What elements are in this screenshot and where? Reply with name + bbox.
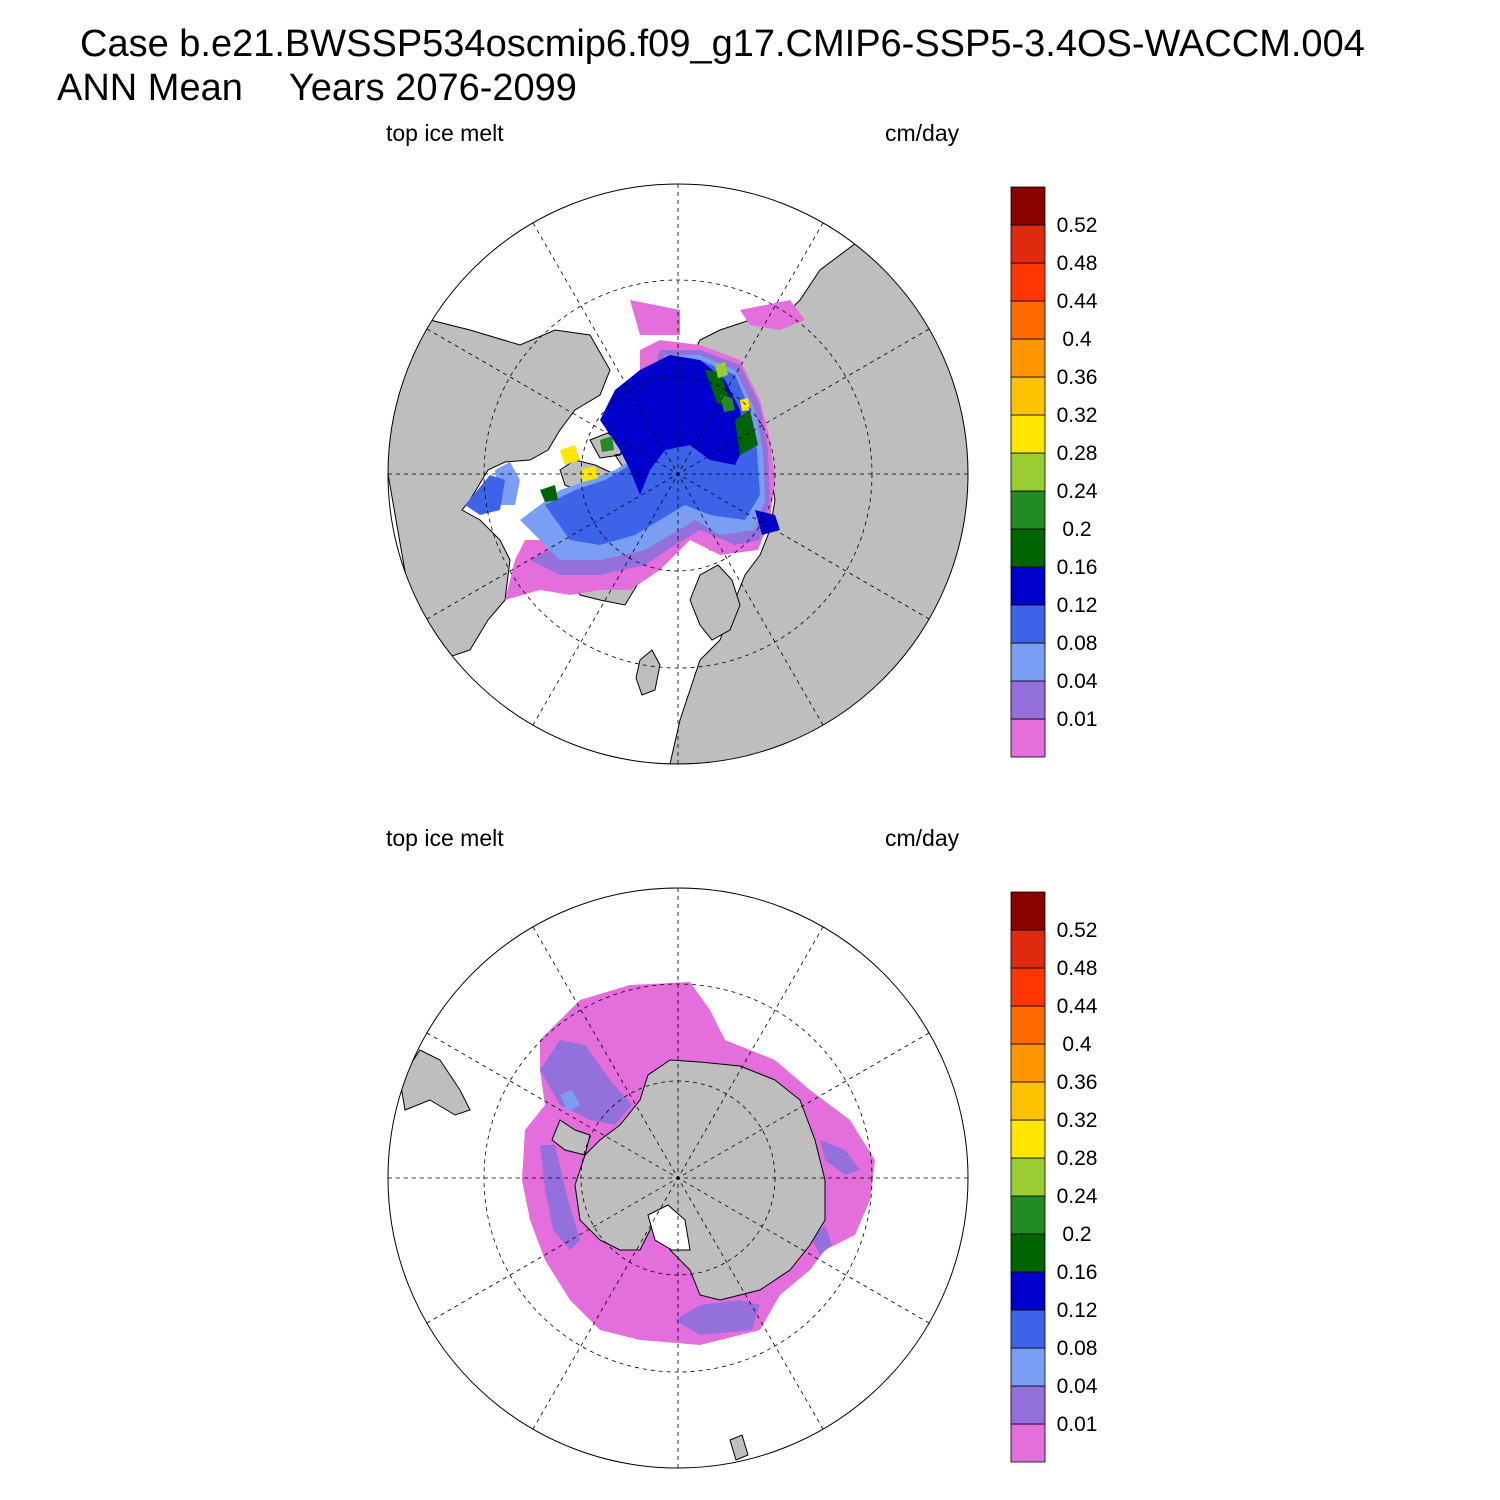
ice-north-yellowgreen xyxy=(715,362,728,378)
south-colorbar-bin-8 xyxy=(1010,1119,1046,1159)
south-colorbar-tick-label: 0.01 xyxy=(1057,1413,1098,1436)
mean-label: ANN Mean xyxy=(57,67,243,109)
south-colorbar-bin-12 xyxy=(1010,967,1046,1007)
subtitle: ANN Mean Years 2076-2099 xyxy=(57,68,577,108)
north-colorbar-bin-4 xyxy=(1010,566,1046,606)
south-colorbar-bin-7 xyxy=(1010,1157,1046,1197)
north-colorbar-tick-label: 0.16 xyxy=(1057,556,1098,579)
north-colorbar-tick-label: 0.28 xyxy=(1057,442,1098,465)
north-colorbar-bin-6 xyxy=(1010,490,1046,530)
ice-north-darkblue xyxy=(600,355,780,535)
south-colorbar-tick-label: 0.4 xyxy=(1062,1033,1092,1056)
case-title: Case b.e21.BWSSP534oscmip6.f09_g17.CMIP6… xyxy=(80,23,1365,65)
ice-south-lightblue xyxy=(560,1090,580,1112)
south-colorbar-tick-label: 0.32 xyxy=(1057,1109,1098,1132)
south-colorbar-bin-1 xyxy=(1010,1385,1046,1425)
north-colorbar-bin-3 xyxy=(1010,604,1046,644)
north-colorbar-tick-label: 0.04 xyxy=(1057,670,1098,693)
north-colorbar-bin-7 xyxy=(1010,452,1046,492)
south-colorbar-tick-label: 0.52 xyxy=(1057,919,1098,942)
north-colorbar-bin-14 xyxy=(1010,186,1046,226)
north-polar-map xyxy=(387,183,969,765)
north-colorbar-tick-label: 0.12 xyxy=(1057,594,1098,617)
north-colorbar-bin-9 xyxy=(1010,376,1046,416)
land-antarctic-peninsula xyxy=(551,1119,591,1156)
south-colorbar-bin-9 xyxy=(1010,1081,1046,1121)
north-colorbar-tick-label: 0.01 xyxy=(1057,708,1098,731)
south-colorbar-tick-label: 0.48 xyxy=(1057,957,1098,980)
south-colorbar-bin-13 xyxy=(1010,929,1046,969)
north-colorbar-bin-12 xyxy=(1010,262,1046,302)
north-colorbar-bin-5 xyxy=(1010,528,1046,568)
years-label: Years 2076-2099 xyxy=(288,67,577,109)
north-colorbar-tick-label: 0.4 xyxy=(1062,328,1092,351)
south-colorbar-tick-label: 0.28 xyxy=(1057,1147,1098,1170)
north-units-label: cm/day xyxy=(885,120,960,146)
north-colorbar: 0.01 0.04 0.08 0.12 0.16 0.2 0.24 0.28 0.32 0.36 0… xyxy=(1010,186,1098,758)
north-colorbar-bin-1 xyxy=(1010,680,1046,720)
north-colorbar-tick-label: 0.36 xyxy=(1057,366,1098,389)
south-colorbar-tick-label: 0.24 xyxy=(1057,1185,1098,1208)
land-north-america xyxy=(388,319,611,661)
north-colorbar-tick-label: 0.52 xyxy=(1057,214,1098,237)
south-colorbar-bin-6 xyxy=(1010,1195,1046,1235)
south-colorbar-tick-label: 0.08 xyxy=(1057,1337,1098,1360)
north-colorbar-tick-label: 0.32 xyxy=(1057,404,1098,427)
north-colorbar-tick-label: 0.08 xyxy=(1057,632,1098,655)
north-left-label: top ice melt xyxy=(386,120,504,146)
north-colorbar-bin-11 xyxy=(1010,300,1046,340)
north-colorbar-bin-0 xyxy=(1010,718,1046,758)
north-colorbar-tick-label: 0.24 xyxy=(1057,480,1098,503)
south-colorbar: 0.01 0.04 0.08 0.12 0.16 0.2 0.24 0.28 0.32 0.36 0… xyxy=(1010,891,1098,1463)
south-colorbar-bin-10 xyxy=(1010,1043,1046,1083)
south-colorbar-tick-label: 0.16 xyxy=(1057,1261,1098,1284)
ice-south-purple xyxy=(540,1040,860,1335)
ice-north-green xyxy=(600,395,735,452)
north-colorbar-tick-label: 0.44 xyxy=(1057,290,1098,313)
south-colorbar-tick-label: 0.12 xyxy=(1057,1299,1098,1322)
south-colorbar-bin-11 xyxy=(1010,1005,1046,1045)
north-colorbar-bin-13 xyxy=(1010,224,1046,264)
north-colorbar-bin-2 xyxy=(1010,642,1046,682)
south-left-label: top ice melt xyxy=(386,825,504,851)
land-south-america xyxy=(399,1049,471,1116)
south-colorbar-bin-4 xyxy=(1010,1271,1046,1311)
south-polar-map xyxy=(387,887,969,1469)
south-colorbar-bin-3 xyxy=(1010,1309,1046,1349)
south-colorbar-bin-14 xyxy=(1010,891,1046,931)
land-scandinavia xyxy=(689,564,741,641)
south-colorbar-tick-label: 0.36 xyxy=(1057,1071,1098,1094)
north-colorbar-tick-label: 0.2 xyxy=(1062,518,1091,541)
south-colorbar-tick-label: 0.44 xyxy=(1057,995,1098,1018)
north-colorbar-bin-8 xyxy=(1010,414,1046,454)
land-new-zealand xyxy=(729,1434,749,1461)
north-colorbar-tick-label: 0.48 xyxy=(1057,252,1098,275)
south-colorbar-bin-0 xyxy=(1010,1423,1046,1463)
south-colorbar-tick-label: 0.04 xyxy=(1057,1375,1098,1398)
south-units-label: cm/day xyxy=(885,825,960,851)
south-colorbar-tick-label: 0.2 xyxy=(1062,1223,1091,1246)
south-colorbar-bin-2 xyxy=(1010,1347,1046,1387)
land-british-isles xyxy=(635,649,661,696)
north-colorbar-bin-10 xyxy=(1010,338,1046,378)
south-colorbar-bin-5 xyxy=(1010,1233,1046,1273)
